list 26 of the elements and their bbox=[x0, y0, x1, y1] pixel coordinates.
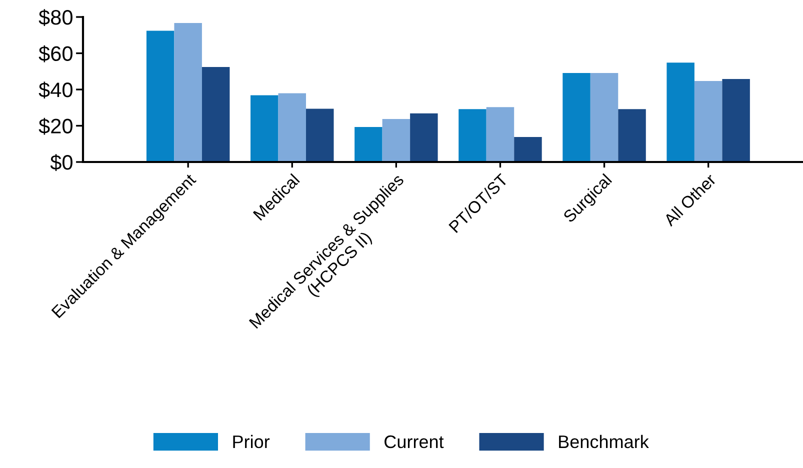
bar bbox=[590, 73, 618, 162]
bar bbox=[382, 119, 410, 162]
bar bbox=[562, 73, 590, 162]
bar bbox=[278, 93, 306, 162]
bar bbox=[410, 113, 438, 162]
legend-label: Current bbox=[384, 435, 444, 448]
bar bbox=[694, 80, 722, 162]
bar bbox=[174, 22, 202, 162]
bar bbox=[486, 107, 514, 162]
bar bbox=[354, 127, 382, 162]
bar bbox=[202, 67, 230, 162]
bar bbox=[306, 108, 334, 162]
y-tick-label: $40 bbox=[38, 82, 72, 98]
y-tick-label: $60 bbox=[38, 45, 72, 62]
bar bbox=[514, 136, 542, 162]
legend-label: Benchmark bbox=[559, 434, 649, 448]
bar bbox=[722, 78, 750, 162]
bar bbox=[146, 30, 174, 162]
bar bbox=[618, 109, 646, 162]
bar bbox=[666, 62, 694, 162]
bar bbox=[458, 109, 486, 162]
y-tick-label: $80 bbox=[38, 9, 72, 26]
y-tick-label: $0 bbox=[50, 154, 72, 171]
legend-label: Prior bbox=[233, 434, 270, 448]
y-tick-label: $20 bbox=[38, 118, 72, 135]
bar bbox=[250, 95, 278, 162]
